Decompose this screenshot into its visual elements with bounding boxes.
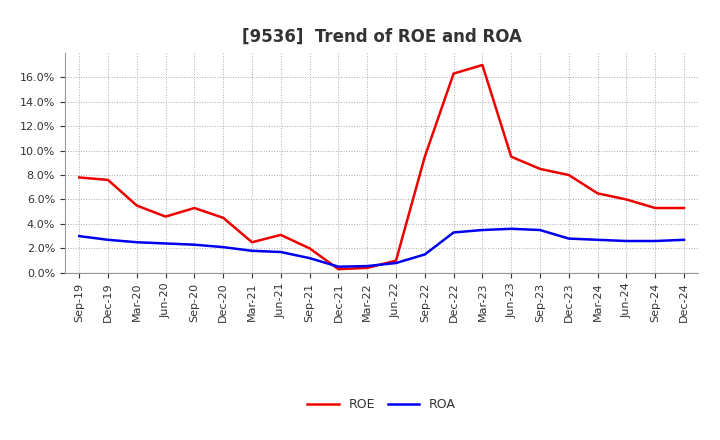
ROE [564,172,573,178]
ROE [75,175,84,180]
ROA [363,264,372,269]
ROE [651,205,660,211]
ROA [478,227,487,233]
ROE [305,246,314,251]
ROA [75,234,84,239]
ROA [593,237,602,242]
Line: ROE: ROE [79,65,684,269]
ROE [190,205,199,211]
ROE [392,258,400,263]
ROE [507,154,516,159]
ROA [507,226,516,231]
ROA [132,240,141,245]
ROA [392,260,400,266]
ROA [680,237,688,242]
ROA [536,227,544,233]
ROE [536,166,544,172]
ROE [449,71,458,76]
ROA [161,241,170,246]
ROE [363,265,372,271]
ROE [478,62,487,68]
ROA [104,237,112,242]
ROE [276,232,285,238]
ROE [132,203,141,208]
ROA [420,252,429,257]
ROA [334,264,343,269]
ROE [248,240,256,245]
ROE [622,197,631,202]
ROE [104,177,112,183]
Legend: ROE, ROA: ROE, ROA [302,393,461,416]
ROE [161,214,170,219]
ROA [276,249,285,255]
ROE [334,267,343,272]
ROA [651,238,660,244]
ROE [420,154,429,159]
ROE [219,215,228,220]
ROA [219,245,228,250]
ROA [305,256,314,261]
ROA [190,242,199,247]
ROA [449,230,458,235]
ROE [680,205,688,211]
ROA [564,236,573,241]
ROA [622,238,631,244]
ROA [248,248,256,253]
ROE [593,191,602,196]
Line: ROA: ROA [79,229,684,267]
Title: [9536]  Trend of ROE and ROA: [9536] Trend of ROE and ROA [242,28,521,46]
